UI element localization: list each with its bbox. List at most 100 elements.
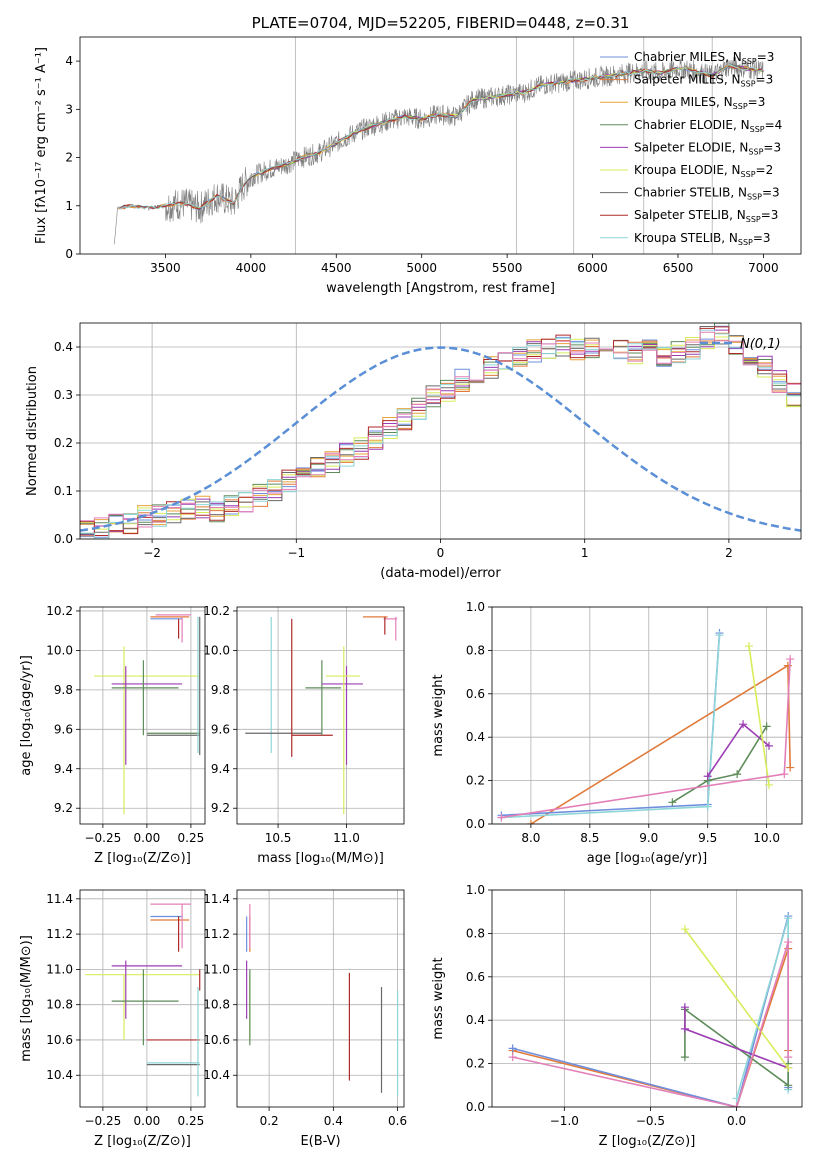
weight-marker (680, 1003, 689, 1012)
legend: Chabrier MILES, NSSP=3 Salpeter MILES, NS… (600, 50, 782, 247)
x-axis-label: Z [log₁₀(Z/Z⊙)] (94, 1134, 191, 1149)
legend-label: Salpeter STELIB, NSSP=3 (634, 208, 778, 224)
y-tick-label: 3 (65, 102, 73, 116)
weight-line-pink (501, 659, 791, 819)
legend-label: N(0,1) (740, 337, 781, 352)
legend-label: Salpeter ELODIE, NSSP=3 (634, 140, 781, 156)
y-tick-label: 0.3 (54, 388, 73, 402)
weight-line-pink (512, 941, 790, 1107)
plot-area-age_weight (497, 629, 795, 824)
x-axis-label: mass [log₁₀(M/M⊙)] (257, 851, 384, 866)
weight-marker (668, 798, 677, 807)
legend-label: Chabrier ELODIE, NSSP=4 (634, 118, 782, 134)
x-tick-label: 11.0 (333, 831, 360, 845)
x-tick-label: 10.0 (753, 831, 780, 845)
legend-label: Kroupa ELODIE, NSSP=2 (634, 163, 773, 179)
weight-marker (764, 780, 773, 789)
y-axis-label: Flux [fλ10⁻¹⁷ erg cm⁻² s⁻¹ A⁻¹] (34, 47, 49, 244)
weight-line-salpeter_miles (530, 664, 791, 824)
x-tick-label: −0.25 (84, 1114, 121, 1128)
y-tick-label: 10.2 (46, 604, 73, 618)
axes-ebv_mass: 0.2 0.4 0.6 10.4 10.6 10.8 11.0 11.2 11.4 E(B-V) (203, 889, 407, 1149)
x-tick-label: 0.00 (134, 831, 161, 845)
weight-line-kroupa_elodie (684, 928, 789, 1069)
legend-label: Chabrier MILES, NSSP=3 (634, 50, 774, 66)
y-axis-label: Normed distribution (25, 366, 40, 496)
y-tick-label: 11.2 (46, 927, 73, 941)
weight-marker (680, 1024, 689, 1033)
y-tick-label: 9.4 (54, 762, 73, 776)
y-tick-label: 0.0 (466, 817, 485, 831)
plot-area-ebv_mass (246, 904, 399, 1097)
weight-marker (744, 642, 753, 651)
x-tick-label: −0.5 (636, 1114, 665, 1128)
x-tick-label: 2 (725, 546, 733, 560)
spectrum-data-line (113, 56, 764, 245)
y-tick-label: 0.0 (466, 1100, 485, 1114)
y-tick-label: 0.8 (466, 926, 485, 940)
y-tick-label: 10.4 (46, 1068, 73, 1082)
weight-marker (784, 938, 793, 947)
weight-line-chabrier_elodie (671, 725, 768, 803)
axes-residuals: −2 −1 0 1 2 0.0 0.1 0.2 0.3 0.4 (data-model)/error… (25, 322, 802, 581)
x-tick-label: 6500 (663, 261, 694, 275)
weight-marker (784, 1053, 793, 1062)
y-tick-label: 0.6 (466, 687, 485, 701)
y-tick-label: 9.8 (54, 683, 73, 697)
y-tick-label: 0.8 (466, 643, 485, 657)
y-tick-label: 0 (65, 247, 73, 261)
weight-marker (508, 1044, 517, 1053)
x-tick-label: 9.0 (639, 831, 658, 845)
weight-marker (680, 925, 689, 934)
y-tick-label: 9.8 (211, 683, 230, 697)
plot-area-residuals (80, 323, 801, 539)
model-line-salpeter_miles (117, 63, 764, 210)
axes-frame (79, 36, 802, 255)
model-line-kroupa_stelib (117, 63, 764, 210)
x-tick-label: −1.0 (550, 1114, 579, 1128)
weight-marker (508, 1053, 517, 1062)
y-tick-label: 2 (65, 151, 73, 165)
weight-marker (784, 914, 793, 923)
y-tick-label: 10.0 (203, 643, 230, 657)
axes-frame (79, 889, 206, 1108)
weight-marker (703, 802, 712, 811)
x-tick-label: 0.2 (260, 1114, 279, 1128)
y-tick-label: 11.2 (203, 927, 230, 941)
y-tick-label: 10.0 (46, 643, 73, 657)
y-tick-label: 10.6 (203, 1033, 230, 1047)
x-tick-label: −1 (287, 546, 305, 560)
weight-marker (703, 772, 712, 781)
weight-marker (680, 1053, 689, 1062)
x-tick-label: 8.0 (521, 831, 540, 845)
y-tick-label: 0.6 (466, 970, 485, 984)
axes-spectrum: 3500 4000 4500 5000 5500 6000 6500 7000 0 1 2 3 4 wav… (34, 14, 802, 296)
hist-step-kroupa_elodie (80, 336, 801, 530)
y-tick-label: 11.4 (46, 892, 73, 906)
weight-line-chabrier_elodie (684, 1007, 790, 1087)
y-axis-label: mass [log₁₀(M/M⊙)] (19, 935, 34, 1062)
x-tick-label: 0.25 (178, 831, 205, 845)
plot-area-mass_age (245, 616, 398, 815)
y-tick-label: 1.0 (466, 600, 485, 614)
x-axis-label: E(B-V) (300, 1134, 340, 1149)
x-tick-label: 10.5 (265, 831, 292, 845)
weight-line-chabrier_miles (501, 632, 721, 817)
y-tick-label: 1.0 (466, 883, 485, 897)
legend-label: Kroupa STELIB, NSSP=3 (634, 231, 771, 247)
weight-marker (764, 741, 773, 750)
y-tick-label: 0.2 (54, 436, 73, 450)
x-tick-label: 4500 (321, 261, 352, 275)
weight-marker (526, 820, 535, 824)
weight-line-kroupa_elodie (748, 645, 770, 786)
y-tick-label: 0.4 (54, 340, 73, 354)
weight-marker (780, 770, 789, 779)
y-axis-label: mass weight (431, 674, 446, 756)
y-tick-label: 10.8 (203, 998, 230, 1012)
x-tick-label: −2 (143, 546, 161, 560)
x-tick-label: 1 (581, 546, 589, 560)
y-tick-label: 0.0 (54, 532, 73, 546)
legend-label: Chabrier STELIB, NSSP=3 (634, 186, 780, 202)
y-tick-label: 11.4 (203, 892, 230, 906)
